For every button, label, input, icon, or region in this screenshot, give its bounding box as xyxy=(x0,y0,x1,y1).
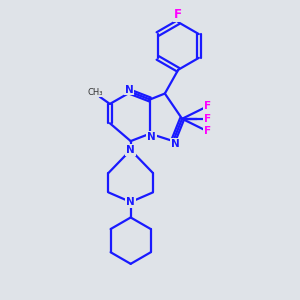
Text: N: N xyxy=(171,139,180,149)
Text: N: N xyxy=(126,145,135,155)
Text: CH₃: CH₃ xyxy=(87,88,103,97)
Text: F: F xyxy=(204,114,211,124)
Text: F: F xyxy=(204,101,211,111)
Text: N: N xyxy=(125,85,134,95)
Text: F: F xyxy=(174,8,182,21)
Text: F: F xyxy=(204,126,211,136)
Text: N: N xyxy=(147,132,156,142)
Text: N: N xyxy=(126,197,135,207)
